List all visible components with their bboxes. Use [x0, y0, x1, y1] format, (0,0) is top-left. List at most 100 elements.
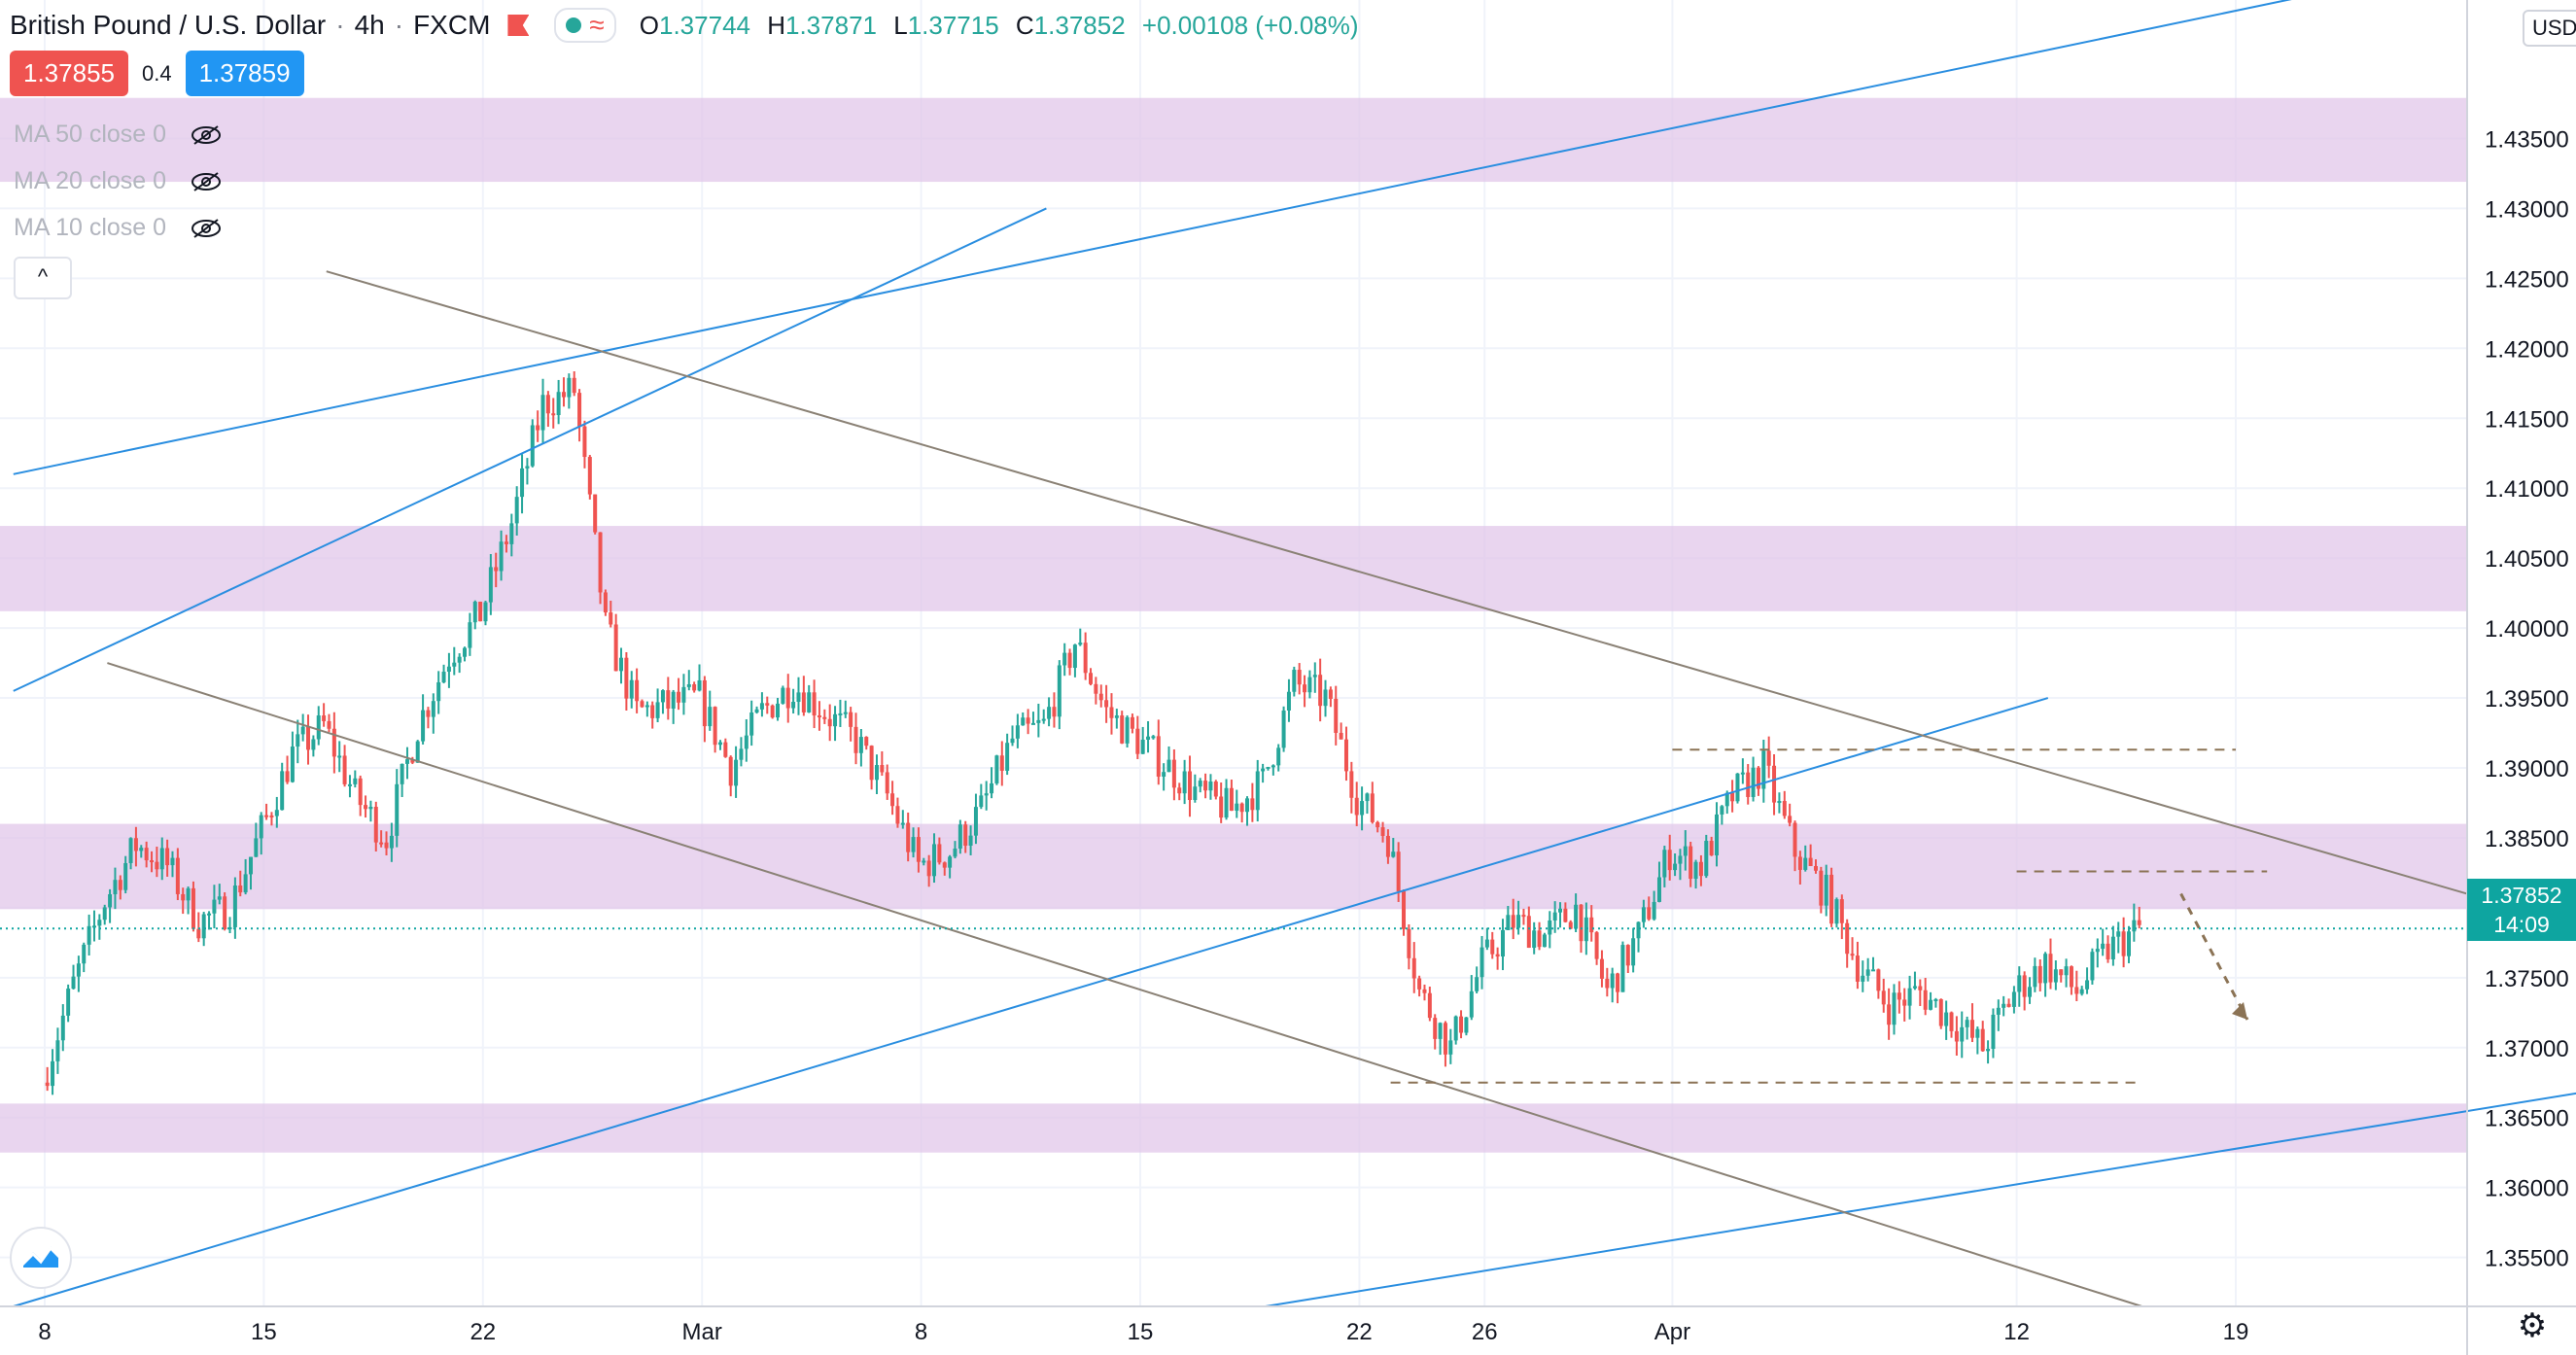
candle-body — [1083, 643, 1088, 674]
symbol-title[interactable]: British Pound / U.S. Dollar — [10, 10, 327, 40]
collapse-legend-button[interactable]: ^ — [14, 257, 72, 299]
y-tick-label: 1.37500 — [2485, 966, 2569, 992]
candle-body — [619, 657, 624, 672]
x-tick-label: 12 — [2003, 1319, 2030, 1345]
candle-body — [530, 425, 535, 467]
candle-body — [1892, 992, 1897, 1025]
candle-body — [1475, 977, 1479, 991]
candle-body — [66, 989, 71, 1016]
candle-body — [1975, 1028, 1980, 1038]
candle-body — [300, 726, 305, 735]
candle-body — [2011, 991, 2016, 1007]
candle-body — [1484, 939, 1489, 948]
candle-body — [1177, 787, 1182, 794]
candle-body — [1797, 856, 1802, 870]
interval-label[interactable]: 4h — [354, 10, 385, 40]
candle-body — [598, 532, 603, 593]
candle-body — [666, 690, 671, 710]
candle-body — [60, 1015, 65, 1041]
candle-body — [150, 860, 155, 863]
candle-body — [2006, 1003, 2011, 1007]
candle-body — [717, 742, 722, 746]
candle-body — [1448, 1040, 1453, 1055]
candle-body — [885, 772, 889, 794]
candle-body — [478, 602, 483, 622]
candle-body — [906, 822, 911, 852]
candle-body — [1986, 1049, 1991, 1052]
candle-body — [1036, 719, 1041, 723]
candle-body — [1072, 644, 1077, 669]
candle-body — [609, 612, 613, 625]
candle-body — [364, 805, 368, 810]
candle-body — [849, 712, 853, 727]
candle-body — [686, 684, 691, 687]
candle-body — [551, 413, 556, 416]
y-tick-label: 1.39500 — [2485, 686, 2569, 712]
candle-body — [1010, 738, 1015, 744]
candle-body — [1266, 766, 1271, 769]
candle-body — [264, 815, 269, 817]
candle-body — [201, 914, 206, 939]
ohlc-values: O1.37744 H1.37871 L1.37715 C1.37852 +0.0… — [640, 11, 1359, 41]
x-tick-label: 22 — [1346, 1319, 1373, 1345]
buy-button[interactable]: 1.37859 — [185, 51, 304, 96]
candle-body — [1380, 827, 1385, 837]
candle-body — [2033, 965, 2037, 988]
candle-body — [953, 849, 957, 857]
candle-body — [2085, 980, 2090, 990]
flag-icon[interactable] — [507, 15, 530, 36]
market-open-icon — [566, 17, 582, 33]
candle-body — [582, 426, 587, 458]
candle-body — [895, 806, 900, 824]
candle-body — [196, 928, 201, 939]
candle-body — [280, 771, 285, 811]
candle-body — [2017, 975, 2022, 992]
candle-body — [1443, 1023, 1447, 1055]
currency-button[interactable]: USD — [2523, 10, 2576, 47]
candle-body — [1876, 969, 1881, 991]
eye-hidden-icon[interactable] — [190, 218, 223, 239]
y-tick-label: 1.36000 — [2485, 1176, 2569, 1202]
candle-body — [274, 810, 279, 816]
candle-body — [1057, 665, 1062, 717]
candle-body — [1715, 814, 1720, 855]
candle-body — [2121, 931, 2126, 956]
candle-body — [677, 691, 681, 703]
candle-body — [561, 392, 566, 398]
candle-body — [2053, 969, 2058, 983]
candle-body — [1933, 998, 1938, 1001]
candle-body — [296, 734, 300, 747]
candle-body — [1104, 700, 1109, 708]
eye-hidden-icon[interactable] — [190, 124, 223, 146]
candle-body — [1323, 689, 1328, 707]
gear-icon[interactable]: ⚙ — [2517, 1307, 2548, 1344]
candle-body — [1782, 801, 1787, 816]
candle-body — [1777, 801, 1782, 804]
candle-body — [285, 771, 290, 782]
candle-body — [1402, 891, 1407, 929]
candle-body — [644, 705, 649, 708]
candle-body — [1740, 772, 1745, 775]
candle-body — [223, 896, 227, 930]
indicator-row[interactable]: MA 10 close 0 — [14, 214, 223, 242]
indicator-row[interactable]: MA 20 close 0 — [14, 167, 223, 195]
legend-separator: · — [335, 10, 345, 40]
candle-body — [1912, 986, 1917, 989]
candle-body — [1198, 781, 1202, 787]
tradingview-logo[interactable] — [10, 1227, 72, 1289]
descending-support-line — [107, 662, 2142, 1307]
candle-body — [864, 737, 869, 747]
sell-button[interactable]: 1.37855 — [10, 51, 128, 96]
candle-body — [1709, 841, 1714, 855]
eye-hidden-icon[interactable] — [190, 171, 223, 192]
candle-body — [1594, 932, 1599, 959]
market-status[interactable]: ≈ — [554, 8, 616, 43]
candle-body — [181, 893, 186, 901]
indicator-row[interactable]: MA 50 close 0 — [14, 121, 223, 149]
candle-body — [796, 692, 801, 703]
candle-body — [1724, 792, 1729, 807]
candle-body — [1354, 797, 1359, 816]
candle-body — [1396, 851, 1401, 892]
candle-body — [494, 567, 499, 572]
